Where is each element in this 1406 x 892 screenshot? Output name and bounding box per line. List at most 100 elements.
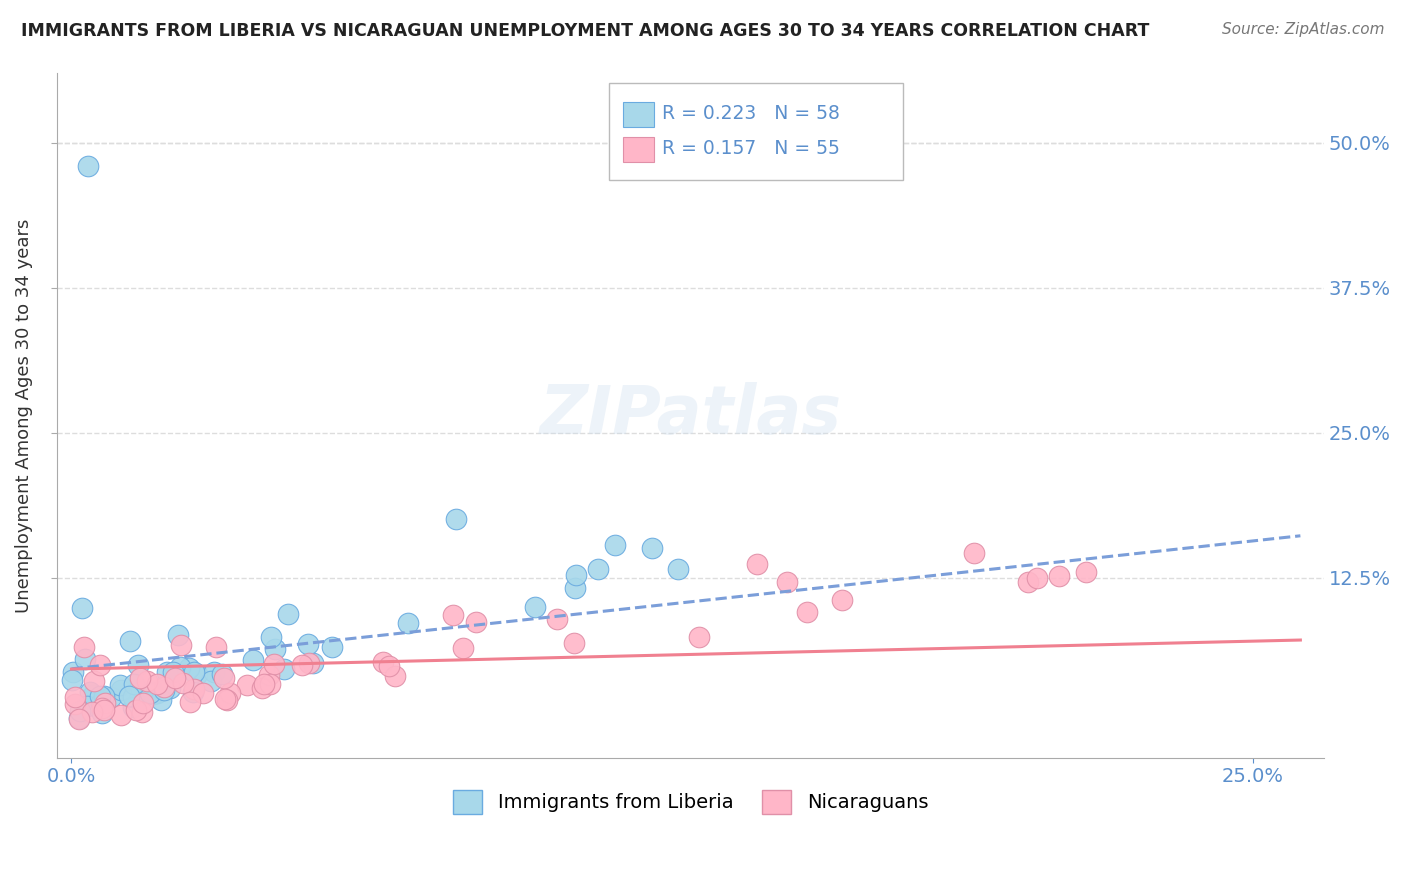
Point [67, 711, 90, 725]
Point [159, 681, 181, 695]
Text: ZIPatlas: ZIPatlas [540, 383, 842, 449]
Point [242, 653, 264, 667]
Y-axis label: Unemployment Among Ages 30 to 34 years: Unemployment Among Ages 30 to 34 years [15, 219, 32, 613]
Point [603, 538, 626, 552]
Point [172, 676, 194, 690]
Point [70, 601, 93, 615]
Point [132, 696, 155, 710]
Point [93, 696, 115, 710]
Point [90, 696, 112, 710]
Point [128, 671, 150, 685]
Point [301, 656, 323, 670]
Point [181, 685, 204, 699]
Point [263, 657, 285, 672]
Point [138, 686, 160, 700]
Point [214, 692, 236, 706]
Point [179, 695, 201, 709]
Point [205, 640, 228, 654]
Point [89, 658, 111, 673]
Point [546, 612, 568, 626]
Point [776, 574, 799, 589]
Point [796, 606, 818, 620]
Point [69, 704, 91, 718]
Point [93, 689, 115, 703]
Point [127, 657, 149, 672]
Point [384, 669, 406, 683]
Point [100, 690, 122, 705]
Point [963, 546, 986, 560]
Point [297, 637, 319, 651]
Point [562, 636, 585, 650]
Point [169, 659, 191, 673]
Point [65, 690, 87, 704]
Point [146, 686, 169, 700]
Point [91, 701, 114, 715]
Point [1026, 571, 1049, 585]
Point [93, 703, 115, 717]
Point [62, 665, 84, 679]
Text: Source: ZipAtlas.com: Source: ZipAtlas.com [1222, 22, 1385, 37]
Point [200, 673, 222, 688]
Point [177, 660, 200, 674]
Point [121, 690, 143, 705]
Point [260, 630, 283, 644]
Point [73, 651, 96, 665]
Point [253, 677, 276, 691]
Point [641, 541, 664, 555]
Text: IMMIGRANTS FROM LIBERIA VS NICARAGUAN UNEMPLOYMENT AMONG AGES 30 TO 34 YEARS COR: IMMIGRANTS FROM LIBERIA VS NICARAGUAN UN… [21, 22, 1150, 40]
Point [183, 681, 205, 696]
Point [165, 672, 187, 686]
Point [80, 705, 103, 719]
Point [202, 665, 225, 679]
Text: R = 0.223   N = 58: R = 0.223 N = 58 [662, 103, 841, 123]
Point [441, 607, 464, 622]
Point [446, 512, 468, 526]
Point [831, 593, 853, 607]
Point [257, 668, 280, 682]
Point [236, 678, 259, 692]
Point [83, 674, 105, 689]
Point [1017, 574, 1039, 589]
Point [321, 640, 343, 654]
Legend: Immigrants from Liberia, Nicaraguans: Immigrants from Liberia, Nicaraguans [443, 780, 938, 823]
Point [214, 671, 236, 685]
Point [110, 708, 132, 723]
Point [219, 685, 242, 699]
Point [371, 655, 394, 669]
Point [156, 665, 179, 680]
Point [297, 656, 319, 670]
Point [152, 681, 174, 695]
Point [142, 687, 165, 701]
Point [146, 677, 169, 691]
Point [131, 705, 153, 719]
Point [259, 676, 281, 690]
Point [396, 616, 419, 631]
Point [60, 673, 83, 687]
Point [108, 677, 131, 691]
Point [118, 690, 141, 704]
Point [688, 630, 710, 644]
Text: R = 0.157   N = 55: R = 0.157 N = 55 [662, 139, 841, 159]
Point [186, 667, 208, 681]
Point [565, 568, 588, 582]
Point [451, 640, 474, 655]
Point [76, 699, 98, 714]
Point [125, 702, 148, 716]
Point [153, 682, 176, 697]
Point [524, 599, 547, 614]
Point [120, 633, 142, 648]
Point [377, 659, 399, 673]
Point [167, 628, 190, 642]
Point [65, 697, 87, 711]
Point [77, 159, 100, 173]
Point [250, 681, 273, 695]
Point [149, 693, 172, 707]
Point [183, 665, 205, 679]
Point [277, 607, 299, 621]
Point [1076, 565, 1098, 579]
Point [136, 674, 159, 689]
Point [564, 581, 586, 595]
Point [465, 615, 488, 629]
Point [82, 689, 104, 703]
Point [67, 712, 90, 726]
